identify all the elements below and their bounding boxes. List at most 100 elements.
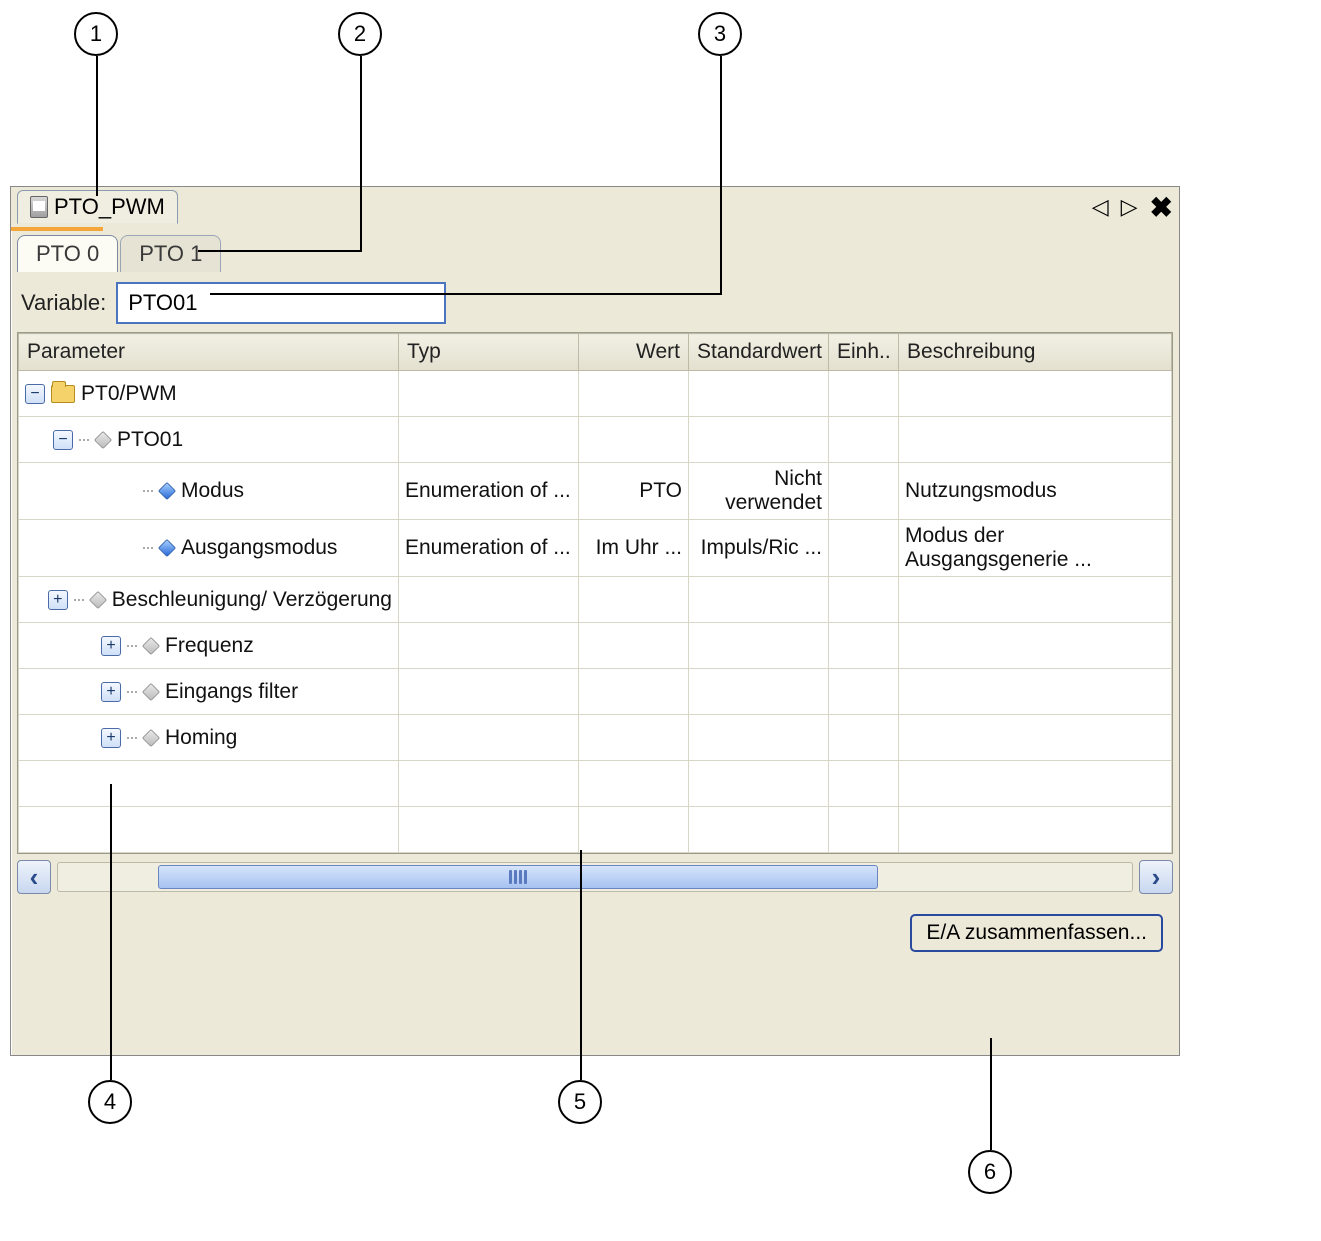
tree-cell: − PTO01: [25, 428, 392, 452]
cell-wert[interactable]: PTO: [579, 463, 689, 520]
cube-icon: [142, 682, 160, 700]
col-wert[interactable]: Wert: [579, 334, 689, 371]
scroll-right-button[interactable]: ›: [1139, 860, 1173, 894]
callout-1: 1: [74, 12, 118, 56]
tab-pto0-label: PTO 0: [36, 241, 99, 266]
callout-5: 5: [558, 1080, 602, 1124]
nav-next-icon[interactable]: ▷: [1121, 194, 1138, 220]
module-icon: [30, 196, 48, 218]
callout-6: 6: [968, 1150, 1012, 1194]
col-parameter[interactable]: Parameter: [19, 334, 399, 371]
tree-cell: + Homing: [25, 726, 392, 750]
cell-beschreibung: Modus der Ausgangsgenerie ...: [899, 520, 1172, 577]
expander-icon[interactable]: +: [101, 636, 121, 656]
leader-6: [990, 1038, 992, 1150]
cell-typ: Enumeration of ...: [399, 520, 579, 577]
folder-icon: [51, 385, 75, 403]
expander-icon[interactable]: +: [101, 682, 121, 702]
expander-icon[interactable]: −: [53, 430, 73, 450]
summarize-io-button[interactable]: E/A zusammenfassen...: [910, 914, 1163, 952]
cell-standardwert: Nicht verwendet: [689, 463, 829, 520]
callout-4-num: 4: [104, 1089, 116, 1115]
window-title: PTO_PWM: [54, 194, 165, 220]
table-row[interactable]: − PTO01: [19, 417, 1172, 463]
callout-2-num: 2: [354, 21, 366, 47]
cube-icon: [142, 728, 160, 746]
scrollbar-track[interactable]: [57, 862, 1133, 892]
table-row[interactable]: + Beschleunigung/ Verzögerung: [19, 577, 1172, 623]
tree-cell: + Eingangs filter: [25, 680, 392, 704]
footer: E/A zusammenfassen...: [11, 900, 1179, 964]
leader-2h: [198, 250, 362, 252]
leader-2v: [360, 56, 362, 250]
col-standardwert[interactable]: Standardwert: [689, 334, 829, 371]
tree-cell: + Beschleunigung/ Verzögerung: [25, 588, 392, 612]
table-row[interactable]: + Homing: [19, 715, 1172, 761]
param-label: Beschleunigung/ Verzögerung: [112, 588, 392, 612]
tab-row: PTO 0 PTO 1: [11, 235, 1179, 272]
parameter-grid: Parameter Typ Wert Standardwert Einh.. B…: [17, 332, 1173, 854]
cube-icon: [142, 636, 160, 654]
col-typ[interactable]: Typ: [399, 334, 579, 371]
table-row[interactable]: Ausgangsmodus Enumeration of ... Im Uhr …: [19, 520, 1172, 577]
titlebar-controls: ◁ ▷ ✖: [1092, 191, 1173, 224]
cell-einh: [829, 463, 899, 520]
nav-prev-icon[interactable]: ◁: [1092, 194, 1109, 220]
leader-4: [110, 784, 112, 1080]
cell-beschreibung: Nutzungsmodus: [899, 463, 1172, 520]
header-row: Parameter Typ Wert Standardwert Einh.. B…: [19, 334, 1172, 371]
leader-1: [96, 56, 98, 196]
table-row[interactable]: + Frequenz: [19, 623, 1172, 669]
table-row: [19, 761, 1172, 807]
table-row: [19, 807, 1172, 853]
col-einh[interactable]: Einh..: [829, 334, 899, 371]
expander-icon[interactable]: +: [101, 728, 121, 748]
leader-5: [580, 850, 582, 1080]
param-label: Modus: [181, 479, 244, 503]
config-window: PTO_PWM ◁ ▷ ✖ PTO 0 PTO 1 Variable:: [10, 186, 1180, 1056]
param-label: PT0/PWM: [81, 382, 177, 406]
callout-2: 2: [338, 12, 382, 56]
cell-standardwert: Impuls/Ric ...: [689, 520, 829, 577]
scrollbar-thumb[interactable]: [158, 865, 878, 889]
variable-label: Variable:: [21, 290, 106, 316]
cube-icon: [158, 539, 176, 557]
leader-3v: [720, 56, 722, 294]
tab-pto1-label: PTO 1: [139, 241, 202, 266]
tab-pto0[interactable]: PTO 0: [17, 235, 118, 272]
table-row[interactable]: Modus Enumeration of ... PTO Nicht verwe…: [19, 463, 1172, 520]
callout-1-num: 1: [90, 21, 102, 47]
col-beschreibung[interactable]: Beschreibung: [899, 334, 1172, 371]
param-label: PTO01: [117, 428, 183, 452]
variable-input[interactable]: [116, 282, 446, 324]
title-accent: [11, 227, 1179, 231]
cube-icon: [89, 590, 107, 608]
cell-wert[interactable]: Im Uhr ...: [579, 520, 689, 577]
tree-cell: + Frequenz: [25, 634, 392, 658]
chevron-left-icon: ‹: [30, 862, 39, 893]
leader-3h: [210, 293, 722, 295]
cell-einh: [829, 520, 899, 577]
param-label: Ausgangsmodus: [181, 536, 337, 560]
callout-3-num: 3: [714, 21, 726, 47]
titlebar: PTO_PWM ◁ ▷ ✖: [11, 187, 1179, 227]
tree-cell: Modus: [25, 479, 392, 503]
expander-icon[interactable]: −: [25, 384, 45, 404]
cube-icon: [94, 430, 112, 448]
parameter-table: Parameter Typ Wert Standardwert Einh.. B…: [18, 333, 1172, 853]
table-row[interactable]: + Eingangs filter: [19, 669, 1172, 715]
variable-row: Variable:: [11, 272, 1179, 332]
scroll-left-button[interactable]: ‹: [17, 860, 51, 894]
param-label: Frequenz: [165, 634, 254, 658]
callout-5-num: 5: [574, 1089, 586, 1115]
param-label: Homing: [165, 726, 237, 750]
horizontal-scrollbar[interactable]: ‹ ›: [17, 860, 1173, 894]
expander-icon[interactable]: +: [48, 590, 68, 610]
cell-typ: Enumeration of ...: [399, 463, 579, 520]
table-row[interactable]: − PT0/PWM: [19, 371, 1172, 417]
chevron-right-icon: ›: [1152, 862, 1161, 893]
close-icon[interactable]: ✖: [1150, 191, 1173, 224]
tab-pto1[interactable]: PTO 1: [120, 235, 221, 272]
cube-icon: [158, 482, 176, 500]
callout-3: 3: [698, 12, 742, 56]
